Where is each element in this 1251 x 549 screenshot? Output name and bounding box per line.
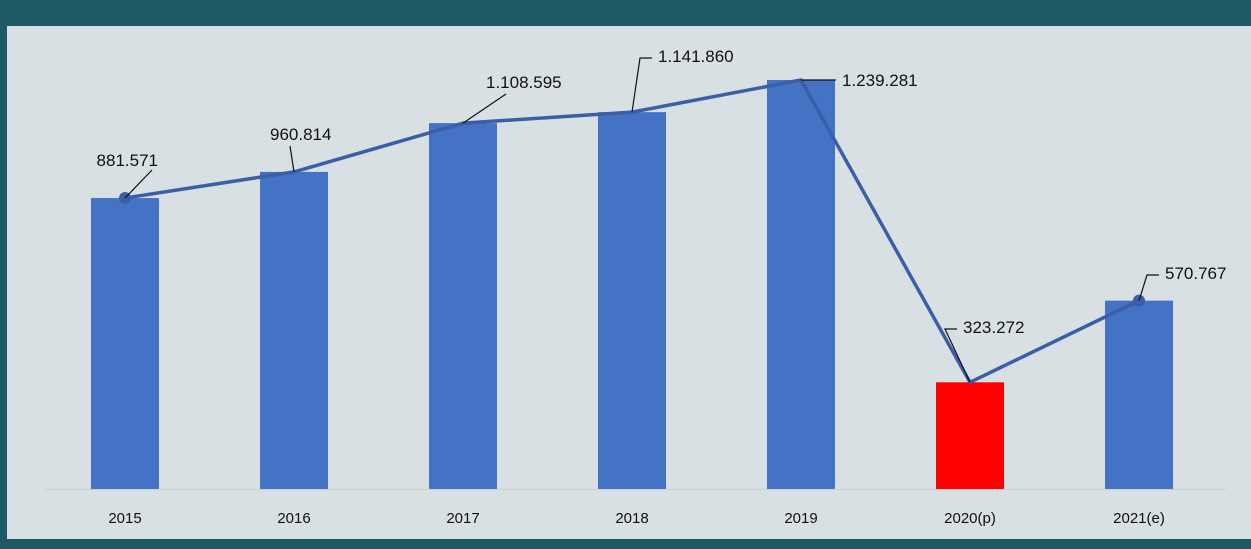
x-tick-label: 2018 <box>615 510 648 527</box>
bar-2020(p) <box>936 382 1004 489</box>
x-tick-label: 2019 <box>784 510 817 527</box>
data-label: 1.239.281 <box>842 71 918 90</box>
bar-2019 <box>767 80 835 489</box>
top-band <box>0 0 1251 26</box>
data-label: 881.571 <box>97 151 158 170</box>
bar-2021(e) <box>1105 300 1173 489</box>
label-leader-line <box>289 145 295 172</box>
bar-2017 <box>429 123 497 489</box>
label-leader-line <box>462 93 507 124</box>
bar-2018 <box>598 112 666 490</box>
data-label: 960.814 <box>270 125 331 144</box>
data-label: 1.141.860 <box>658 47 734 66</box>
label-leader-line <box>631 57 652 113</box>
x-tick-label: 2015 <box>108 510 141 527</box>
data-label: 323.272 <box>963 318 1024 337</box>
label-leader-line <box>124 169 153 199</box>
label-leader-line <box>1138 274 1159 301</box>
bar-2016 <box>260 171 328 490</box>
data-label: 570.767 <box>1165 264 1226 283</box>
bar-2015 <box>91 198 159 489</box>
left-band <box>0 0 7 549</box>
x-tick-label: 2021(e) <box>1113 510 1165 527</box>
bottom-band <box>0 539 1251 549</box>
label-leader-line <box>944 328 971 383</box>
x-tick-label: 2017 <box>446 510 479 527</box>
x-tick-label: 2016 <box>277 510 310 527</box>
data-label: 1.108.595 <box>486 73 562 92</box>
x-tick-label: 2020(p) <box>944 510 996 527</box>
